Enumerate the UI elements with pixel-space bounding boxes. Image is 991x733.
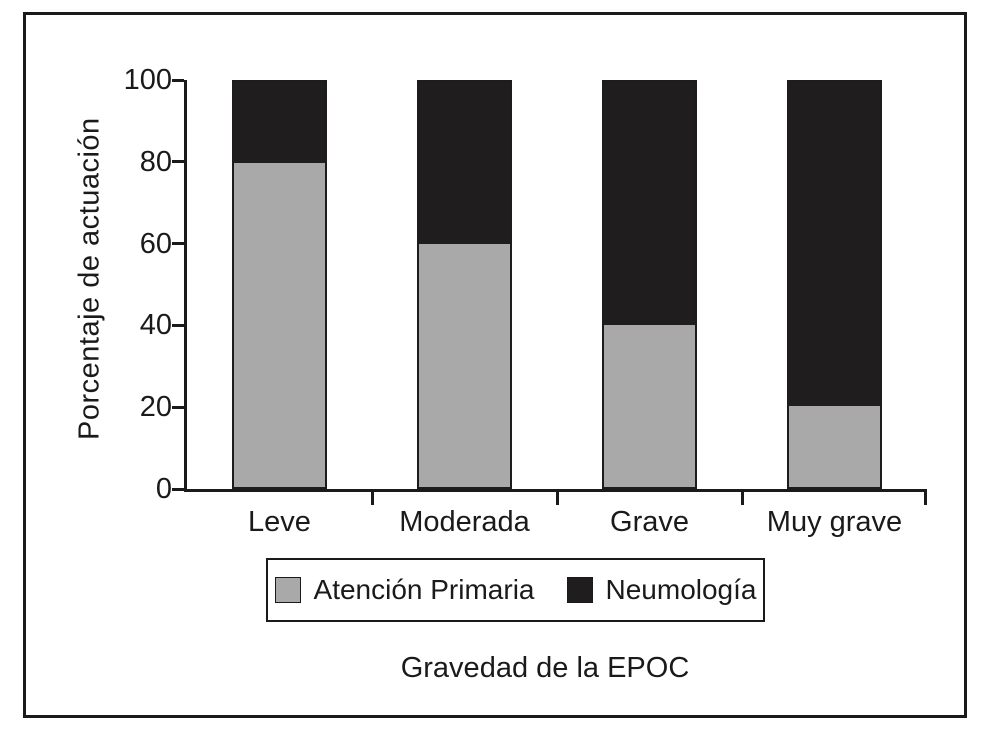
bar-segment-muy-grave-neumologia <box>789 82 880 406</box>
y-tick-80 <box>172 160 184 164</box>
y-tick-20 <box>172 405 184 409</box>
y-tick-0 <box>172 487 184 491</box>
bar-segment-muy-grave-atencion-primaria <box>789 406 880 487</box>
bar-segment-moderada-atencion-primaria <box>419 244 510 487</box>
y-axis-title: Porcentaje de actuación <box>68 63 112 495</box>
bar-segment-leve-neumologia <box>234 82 325 163</box>
bar-leve <box>232 80 327 489</box>
x-category-label-grave: Grave <box>610 506 689 538</box>
legend-item-atencion-primaria: Atención Primaria <box>274 574 535 606</box>
bar-grave <box>602 80 697 489</box>
bar-segment-leve-atencion-primaria <box>234 163 325 487</box>
y-tick-label-100: 100 <box>123 64 172 96</box>
y-tick-label-80: 80 <box>139 145 172 178</box>
y-tick-label-40: 40 <box>139 309 172 342</box>
legend-item-neumologia: Neumología <box>566 574 757 606</box>
x-category-label-muy-grave: Muy grave <box>766 506 903 538</box>
bar-muy-grave <box>787 80 882 489</box>
y-tick-100 <box>172 78 184 82</box>
x-tick-4 <box>924 492 927 505</box>
bar-segment-grave-atencion-primaria <box>604 325 695 487</box>
x-category-label-leve: Leve <box>248 506 311 538</box>
legend: Atención Primaria Neumología <box>266 558 765 622</box>
y-tick-label-0: 0 <box>155 473 172 505</box>
bar-segment-grave-neumologia <box>604 82 695 325</box>
bar-moderada <box>417 80 512 489</box>
chart-figure: Porcentaje de actuación 0 20 40 60 80 100 Leve… <box>23 12 967 718</box>
legend-swatch-atencion-primaria <box>274 577 301 603</box>
bar-segment-moderada-neumologia <box>419 82 510 244</box>
plot-area: 0 20 40 60 80 100 Leve Moderada Grave Muy grave <box>124 65 927 538</box>
x-category-label-moderada: Moderada <box>399 506 530 538</box>
legend-swatch-neumologia <box>566 577 593 603</box>
y-tick-60 <box>172 242 184 246</box>
x-tick-2 <box>555 492 559 505</box>
y-tick-40 <box>172 323 184 327</box>
x-axis-title: Gravedad de la EPOC <box>400 652 690 684</box>
y-tick-label-60: 60 <box>139 227 172 260</box>
x-tick-3 <box>740 492 744 505</box>
legend-label-neumologia: Neumología <box>605 574 757 605</box>
y-tick-label-20: 20 <box>139 391 172 424</box>
legend-label-atencion-primaria: Atención Primaria <box>313 574 535 605</box>
x-tick-1 <box>370 492 374 505</box>
